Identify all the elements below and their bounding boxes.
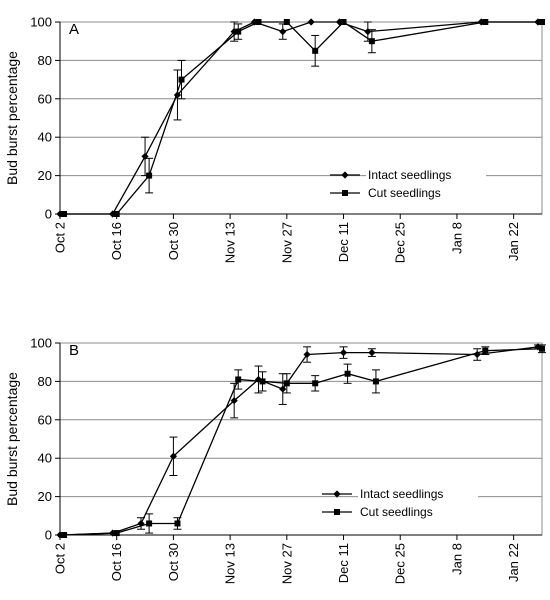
data-point [477, 18, 485, 26]
data-point [364, 28, 372, 36]
data-point [61, 211, 68, 217]
data-point [61, 532, 68, 538]
x-tick-label: Dec 11 [336, 543, 351, 583]
data-point [307, 18, 315, 26]
legend-marker [333, 490, 341, 498]
y-tick-label: 80 [38, 53, 52, 68]
data-point [250, 18, 259, 26]
series-square [61, 344, 546, 538]
series-line [60, 21, 538, 215]
x-tick-label: Oct 2 [53, 543, 68, 574]
legend-marker [342, 190, 348, 196]
series-square [61, 19, 545, 217]
y-tick-label: 0 [45, 528, 52, 543]
series-line [59, 346, 539, 536]
x-tick-label: Nov 27 [279, 543, 294, 584]
legend-marker [334, 509, 340, 515]
data-point [137, 519, 145, 528]
legend-label: Cut seedlings [368, 186, 441, 200]
x-tick-label: Jan 22 [506, 543, 521, 582]
series-diamond [56, 343, 542, 539]
data-point [312, 380, 319, 387]
data-point [174, 520, 181, 527]
data-point [113, 211, 120, 217]
legend-text-background [366, 184, 486, 200]
data-point [344, 370, 351, 377]
data-point [539, 345, 545, 352]
legend-label: Intact seedlings [360, 487, 443, 501]
x-tick-label: Oct 16 [109, 543, 124, 581]
legend-text-background [358, 485, 478, 501]
data-point [473, 350, 481, 359]
y-tick-label: 20 [38, 489, 52, 504]
y-tick-label: 100 [30, 336, 52, 351]
data-point [482, 19, 489, 25]
legend-text-background [366, 166, 486, 182]
data-point [113, 530, 120, 537]
x-tick-label: Nov 13 [223, 222, 238, 263]
data-point [339, 349, 348, 357]
x-tick-label: Jan 22 [506, 222, 521, 261]
x-tick-label: Jan 8 [449, 543, 464, 575]
legend-label: Intact seedlings [368, 168, 451, 182]
data-point [303, 350, 311, 359]
y-tick-label: 0 [45, 207, 52, 222]
x-tick-label: Dec 25 [393, 222, 408, 263]
data-point [169, 452, 178, 460]
legend: Intact seedlings Cut seedlings [330, 166, 486, 200]
panel-a: 0 20 40 60 80 100 Oct 2 Oct 16 Oct 30 Nov 13 Nov 2… [4, 15, 545, 263]
x-tick-label: Nov 13 [223, 543, 238, 584]
data-point [368, 349, 376, 357]
data-point [279, 28, 287, 36]
data-point [534, 343, 542, 351]
y-tick-label: 40 [38, 130, 52, 145]
series-line [64, 21, 542, 215]
data-point [259, 378, 266, 385]
data-point [340, 19, 347, 25]
y-tick-label: 40 [38, 451, 52, 466]
panel-b: 0 20 40 60 80 100 Oct 2 Oct 16 Oct 30 Nov 13 Nov 2… [4, 336, 546, 584]
legend-label: Cut seedlings [360, 505, 433, 519]
x-tick-label: Nov 27 [279, 222, 294, 263]
y-tick-label: 80 [38, 374, 52, 389]
legend: Intact seedlings Cut seedlings [322, 485, 478, 519]
data-point [482, 347, 489, 354]
data-point [539, 19, 545, 25]
x-tick-label: Dec 11 [336, 222, 351, 262]
data-point [146, 172, 153, 179]
y-axis-label: Bud burst percentage [4, 51, 20, 185]
data-point [283, 380, 290, 387]
data-point [283, 19, 290, 25]
x-tick-label: Oct 30 [166, 222, 181, 260]
panel-letter: B [69, 342, 79, 359]
x-tick-label: Oct 2 [53, 222, 68, 253]
y-tick-label: 20 [38, 168, 52, 183]
series-diamond [56, 18, 542, 218]
data-point [368, 38, 375, 45]
data-point [312, 47, 319, 54]
y-tick-label: 100 [30, 15, 52, 30]
data-point [146, 520, 153, 527]
data-point [235, 376, 242, 383]
y-tick-label: 60 [38, 412, 52, 427]
data-point [235, 28, 242, 35]
series-line [64, 348, 543, 536]
y-axis-label: Bud burst percentage [4, 372, 20, 506]
x-tick-label: Jan 8 [449, 222, 464, 254]
x-tick-label: Oct 30 [166, 543, 181, 581]
data-point [230, 28, 238, 36]
data-point [141, 152, 149, 160]
y-tick-label: 60 [38, 91, 52, 106]
data-point [178, 76, 185, 83]
x-tick-label: Dec 25 [393, 543, 408, 584]
legend-text-background [358, 503, 478, 519]
x-tick-label: Oct 16 [109, 222, 124, 260]
data-point [372, 378, 379, 385]
data-point [230, 397, 238, 405]
data-point [279, 385, 287, 393]
legend-marker [341, 171, 349, 179]
panel-letter: A [69, 21, 79, 38]
data-point [255, 19, 262, 25]
